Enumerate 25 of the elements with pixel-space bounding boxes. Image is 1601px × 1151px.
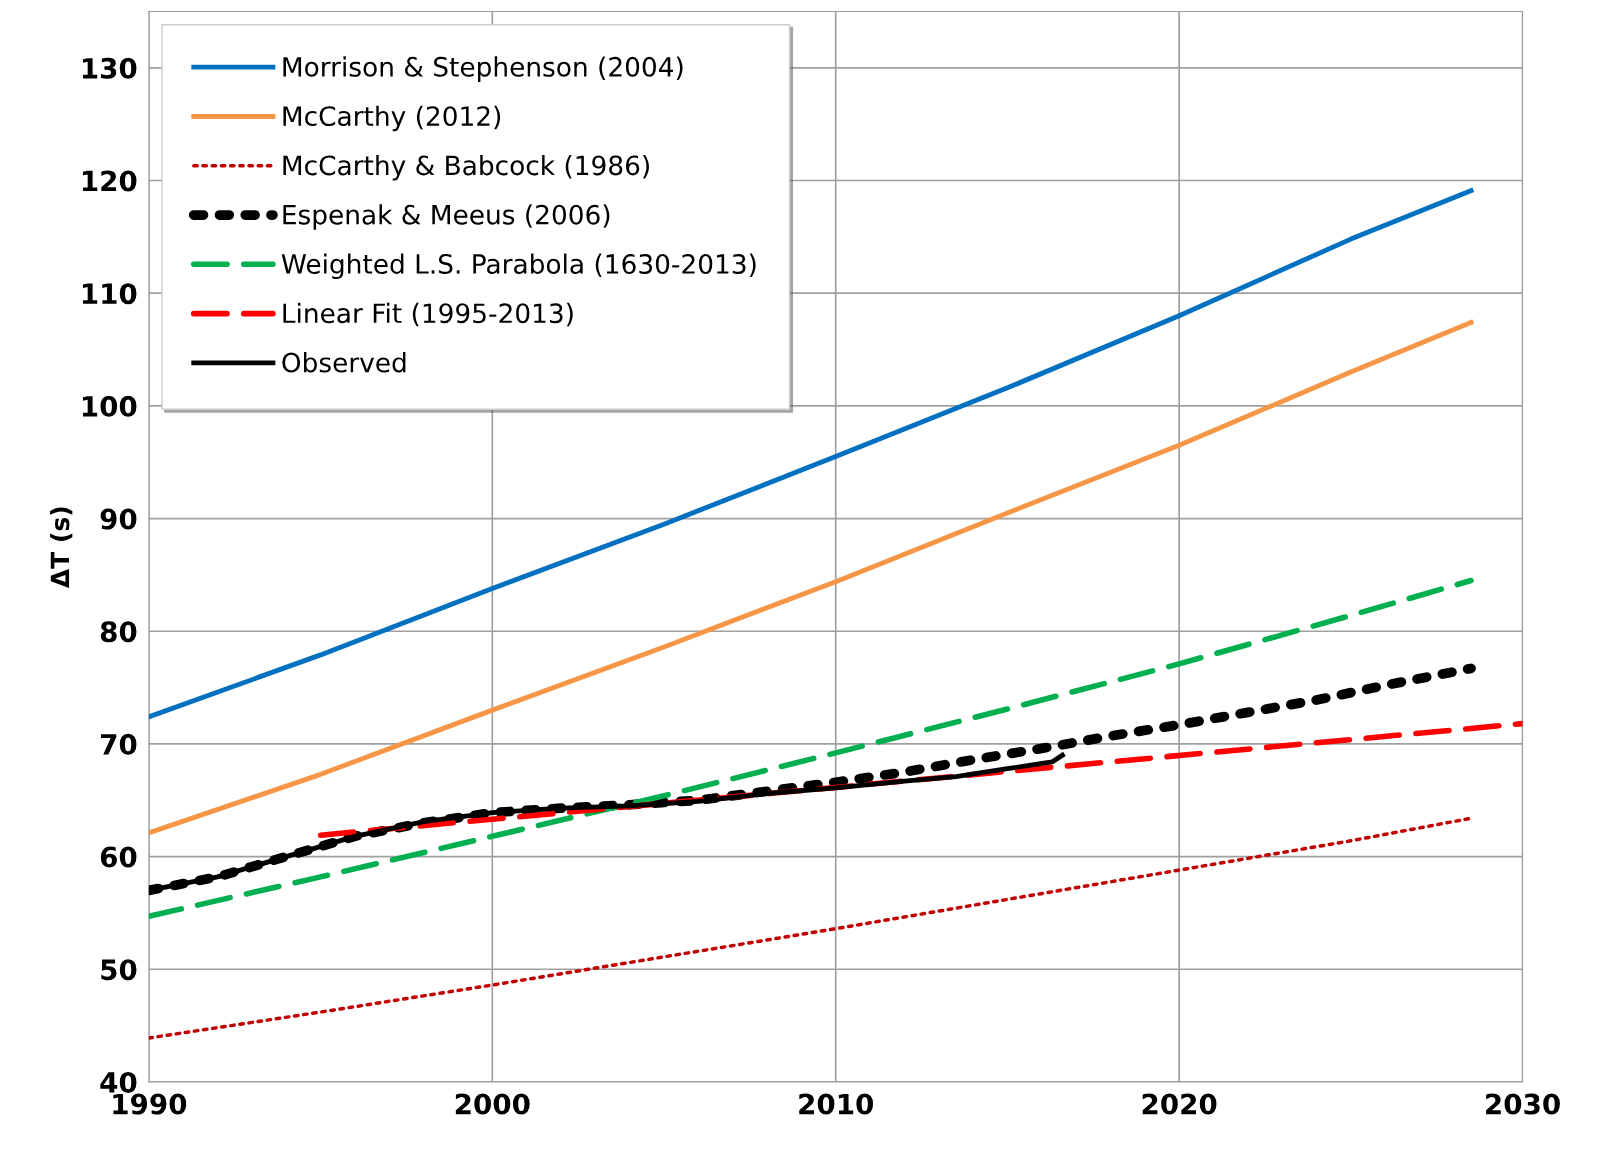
y-tick-label: 50	[101, 959, 137, 981]
y-tick-label: 130	[82, 57, 137, 79]
x-tick-label: 2010	[799, 1093, 874, 1115]
legend-label: Linear Fit (1995-2013)	[283, 302, 573, 327]
legend-label: Espenak & Meeus (2006)	[283, 204, 610, 230]
y-tick-label: 80	[100, 621, 137, 643]
line-series	[148, 188, 1474, 720]
y-tick-label: 60	[100, 846, 137, 868]
y-tick-label: 90	[100, 508, 137, 530]
y-tick-label: 100	[82, 395, 137, 417]
y-axis-title: ΔT (s)	[50, 507, 73, 589]
x-tick-label: 2000	[455, 1093, 530, 1115]
y-tick-label: 70	[100, 733, 137, 755]
line-series	[148, 816, 1473, 1040]
legend-label: Morrison & Stephenson (2004)	[283, 56, 683, 82]
x-tick-label: 1990	[113, 1093, 187, 1115]
y-tick-label: 120	[82, 170, 137, 192]
x-tick-label: 2020	[1142, 1093, 1217, 1115]
legend-label: McCarthy & Babcock (1986)	[283, 154, 649, 181]
x-tick-label: 2030	[1486, 1093, 1560, 1115]
legend-label: Weighted L.S. Parabola (1630-2013)	[281, 253, 756, 280]
legend-label: Observed	[282, 352, 406, 373]
y-tick-label: 110	[82, 283, 137, 305]
y-tick-label: 40	[100, 1071, 137, 1093]
legend-label: McCarthy (2012)	[283, 105, 501, 132]
